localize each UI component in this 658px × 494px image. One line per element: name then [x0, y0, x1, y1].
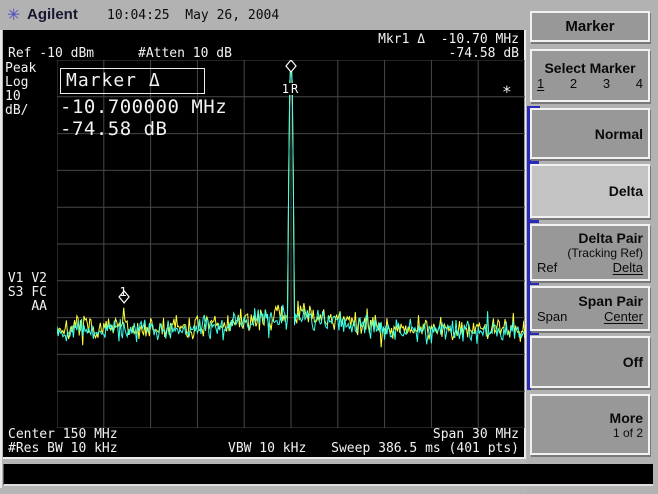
more-label: More [609, 409, 643, 426]
softkey-group-bracket-notch [527, 160, 539, 164]
softkey-group-bracket-notch [527, 281, 539, 285]
softkey-select-marker[interactable]: Select Marker 1 2 3 4 [530, 49, 650, 102]
softkey-normal[interactable]: Normal [530, 108, 650, 159]
graticule-trace-area: 1R 1 [57, 60, 525, 428]
screen-bevel [0, 6, 2, 488]
resolution-bw-label: #Res BW 10 kHz [8, 441, 118, 456]
marker-number-4[interactable]: 4 [635, 76, 643, 91]
datetime-readout: 10:04:25 May 26, 2004 [107, 8, 280, 23]
status-flags-row: V1 V2 [7, 271, 47, 286]
video-bw-label: VBW 10 kHz [228, 441, 307, 456]
off-label: Off [622, 354, 643, 370]
menu-title-label: Marker [565, 17, 615, 35]
status-flags-row: AA [31, 299, 47, 314]
center-frequency-label: Center 150 MHz [8, 427, 118, 442]
reference-marker-label: 1R [282, 82, 300, 96]
uncal-asterisk-flag: * [502, 82, 512, 101]
marker-number-2[interactable]: 2 [569, 76, 578, 91]
delta-label: Delta [608, 183, 643, 199]
span-pair-label: Span Pair [578, 293, 643, 309]
span-pair-span-option[interactable]: Span [537, 309, 568, 324]
scale-value-label: 10 [5, 89, 21, 104]
scale-unit-label: dB/ [5, 103, 29, 118]
spectrum-display: Mkr1 Δ -10.70 MHz -74.58 dB Ref -10 dBm … [3, 30, 526, 459]
marker-delta-readout-level: -74.58 dB [448, 46, 519, 61]
delta-pair-delta-option[interactable]: Delta [612, 260, 643, 275]
marker-info-frequency: -10.700000 MHz [60, 96, 228, 118]
marker-number-row: 1 2 3 4 [532, 76, 648, 91]
status-message-bar [3, 464, 653, 486]
more-page-indicator: 1 of 2 [612, 425, 643, 440]
status-flag-annotations: V1 V2 S3 FC AA [5, 272, 47, 314]
marker-info-amplitude: -74.58 dB [60, 118, 168, 140]
marker-number-3[interactable]: 3 [602, 76, 611, 91]
ref-level-label: Ref -10 dBm [8, 46, 95, 61]
agilent-starburst-icon: ✳ [7, 7, 21, 24]
detector-mode-label: Peak [5, 61, 37, 76]
marker-number-1[interactable]: 1 [537, 76, 545, 91]
softkey-menu: Marker Select Marker 1 2 3 4 Normal Delt… [527, 0, 658, 494]
normal-label: Normal [594, 125, 643, 142]
delta-pair-ref-option[interactable]: Ref [537, 260, 558, 275]
softkey-group-bracket-notch [527, 331, 539, 335]
softkey-off[interactable]: Off [530, 336, 650, 388]
softkey-group-bracket-cap [527, 106, 540, 109]
span-pair-options: Span Center [537, 309, 643, 324]
delta-marker-label: 1 [119, 285, 128, 299]
span-pair-center-option[interactable]: Center [603, 309, 643, 324]
span-label: Span 30 MHz [432, 427, 519, 442]
softkey-group-bracket-notch [527, 219, 539, 223]
scale-type-label: Log [5, 75, 29, 90]
attenuation-label: #Atten 10 dB [138, 46, 232, 61]
status-flags-row: S3 FC [7, 285, 47, 300]
delta-pair-label: Delta Pair [578, 230, 643, 246]
softkey-group-bracket [527, 107, 530, 390]
menu-title: Marker [530, 11, 650, 42]
softkey-delta[interactable]: Delta [530, 164, 650, 218]
coupling-annotations: Peak Log 10 dB/ [5, 62, 36, 118]
marker-delta-readout-freq: Mkr1 Δ -10.70 MHz [378, 32, 519, 47]
brand-name: Agilent [27, 6, 78, 23]
softkey-more[interactable]: More 1 of 2 [530, 394, 650, 455]
delta-pair-sublabel: (Tracking Ref) [567, 246, 643, 260]
softkey-span-pair[interactable]: Span Pair Span Center [530, 286, 650, 331]
softkey-group-bracket-cap [527, 387, 540, 390]
select-marker-label: Select Marker [544, 60, 636, 76]
sweep-time-label: Sweep 386.5 ms (401 pts) [331, 441, 519, 456]
softkey-delta-pair[interactable]: Delta Pair (Tracking Ref) Ref Delta [530, 224, 650, 281]
delta-pair-options: Ref Delta [537, 260, 643, 275]
marker-info-title: Marker Δ [60, 68, 205, 94]
